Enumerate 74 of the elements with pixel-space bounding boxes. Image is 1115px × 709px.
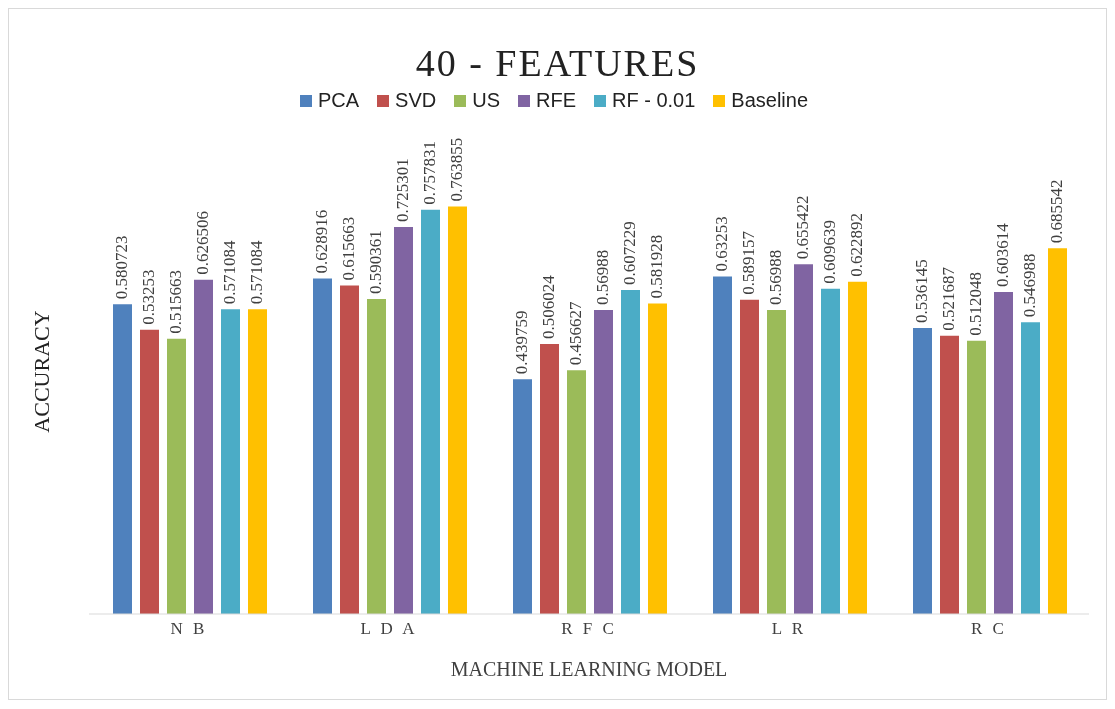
data-label: 0.546988	[1020, 253, 1040, 318]
x-tick-label: R F C	[561, 619, 617, 639]
data-label: 0.512048	[966, 272, 986, 336]
legend-label: Baseline	[730, 89, 809, 112]
x-tick-label: R C	[971, 619, 1007, 639]
bar	[713, 276, 732, 614]
y-axis-title: ACCURACY	[28, 310, 54, 433]
chart-title: 40 - FEATURES	[414, 41, 701, 86]
bar	[648, 303, 667, 614]
data-label: 0.56988	[766, 249, 786, 305]
bar	[821, 288, 840, 614]
data-label: 0.571084	[220, 240, 240, 305]
bar	[621, 290, 640, 614]
data-label: 0.536145	[912, 259, 932, 323]
data-label: 0.628916	[312, 209, 332, 274]
data-label: 0.655422	[793, 195, 813, 260]
legend-label: PCA	[316, 89, 360, 112]
data-label: 0.725301	[393, 158, 413, 223]
legend-label: US	[471, 89, 500, 112]
bar	[740, 299, 759, 614]
x-tick-label: L D A	[360, 619, 418, 639]
data-label: 0.506024	[539, 274, 559, 340]
bar	[1048, 248, 1067, 614]
bar	[567, 370, 586, 614]
bar	[367, 299, 386, 614]
bar	[167, 338, 186, 614]
bar	[194, 279, 213, 614]
bar	[967, 340, 986, 614]
bar	[513, 379, 532, 614]
bar	[340, 285, 359, 614]
legend-label: RFE	[535, 89, 576, 112]
data-label: 0.626506	[193, 210, 213, 275]
bar	[113, 304, 132, 614]
data-label: 0.456627	[566, 301, 586, 366]
data-label: 0.571084	[247, 240, 267, 305]
legend-label: SVD	[394, 89, 437, 112]
data-label: 0.685542	[1047, 179, 1067, 244]
data-label: 0.53253	[139, 269, 159, 325]
bar	[221, 309, 240, 614]
x-tick-label: L R	[771, 619, 807, 639]
bar	[448, 206, 467, 614]
data-label: 0.515663	[166, 270, 186, 334]
bar	[913, 327, 932, 614]
bar	[140, 329, 159, 614]
bar	[1021, 322, 1040, 614]
data-label: 0.763855	[447, 137, 467, 202]
bar	[394, 227, 413, 614]
data-label: 0.609639	[820, 219, 840, 284]
bar	[994, 291, 1013, 614]
x-tick-label: N B	[170, 619, 208, 639]
data-label: 0.439759	[512, 310, 532, 375]
bar	[594, 309, 613, 614]
bar	[848, 281, 867, 614]
data-label: 0.590361	[366, 230, 386, 295]
data-label: 0.622892	[847, 212, 867, 277]
x-axis-title: MACHINE LEARNING MODEL	[450, 658, 728, 680]
bar	[421, 209, 440, 614]
data-label: 0.589157	[739, 230, 759, 295]
data-label: 0.56988	[593, 249, 613, 305]
bar	[767, 309, 786, 614]
bar	[248, 309, 267, 614]
bar	[794, 264, 813, 614]
data-label: 0.615663	[339, 216, 359, 281]
data-label: 0.521687	[939, 266, 959, 331]
data-label: 0.581928	[647, 234, 667, 299]
bar	[540, 344, 559, 614]
data-label: 0.603614	[993, 222, 1013, 287]
bar	[313, 278, 332, 614]
legend-label: RF - 0.01	[611, 89, 696, 112]
data-label: 0.757831	[420, 140, 440, 205]
data-label: 0.607229	[620, 221, 640, 286]
bar	[940, 335, 959, 614]
data-label: 0.63253	[712, 216, 732, 272]
data-label: 0.580723	[112, 235, 132, 300]
